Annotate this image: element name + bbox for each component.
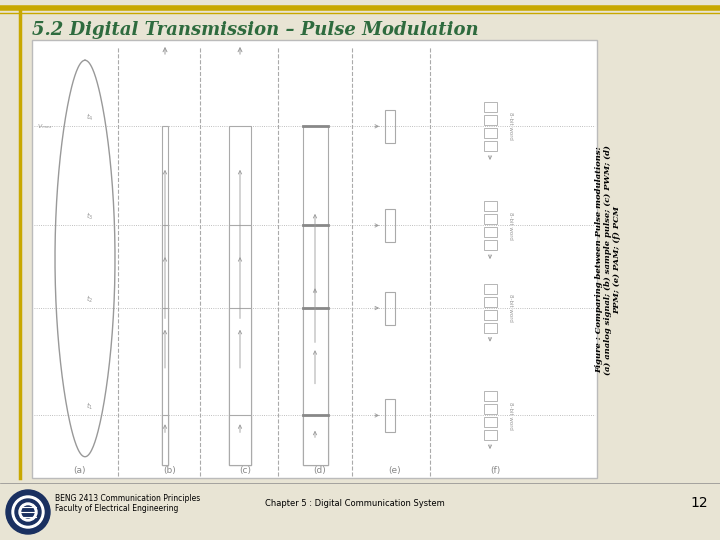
Text: (b): (b) — [163, 465, 176, 475]
Text: Chapter 5 : Digital Communication System: Chapter 5 : Digital Communication System — [265, 498, 445, 508]
Circle shape — [6, 490, 50, 534]
Circle shape — [22, 506, 34, 518]
Text: (d): (d) — [314, 465, 326, 475]
Text: 12: 12 — [690, 496, 708, 510]
Text: $t_3$: $t_3$ — [86, 211, 94, 222]
Text: Faculty of Electrical Engineering: Faculty of Electrical Engineering — [55, 504, 179, 513]
Bar — [484, 284, 497, 294]
Bar — [302, 126, 328, 465]
Text: (e): (e) — [389, 465, 401, 475]
Circle shape — [12, 496, 44, 528]
Bar — [302, 415, 328, 465]
Bar — [162, 226, 168, 465]
Bar — [484, 417, 497, 427]
Bar — [229, 415, 251, 465]
Bar — [162, 126, 168, 465]
Bar — [484, 214, 497, 224]
Bar — [484, 296, 497, 307]
Text: (a): (a) — [73, 465, 86, 475]
Text: 8-bit word: 8-bit word — [508, 112, 513, 140]
Bar — [484, 391, 497, 401]
Text: Figure : Comparing between Pulse modulations:
(a) analog signal; (b) sample puls: Figure : Comparing between Pulse modulat… — [595, 145, 621, 375]
Text: (c): (c) — [239, 465, 251, 475]
Bar — [484, 240, 497, 250]
Bar — [229, 308, 251, 465]
Bar — [162, 308, 168, 465]
Text: 5.2 Digital Transmission – Pulse Modulation: 5.2 Digital Transmission – Pulse Modulat… — [32, 21, 479, 39]
Bar — [484, 430, 497, 440]
Bar — [484, 227, 497, 237]
Bar — [385, 292, 395, 325]
Bar — [162, 415, 168, 465]
Bar — [302, 226, 328, 465]
Text: 8-bit word: 8-bit word — [508, 294, 513, 322]
Bar — [385, 110, 395, 143]
Bar — [229, 226, 251, 465]
Text: $t_4$: $t_4$ — [86, 112, 94, 123]
Bar — [32, 40, 597, 478]
Text: $V_{max}$: $V_{max}$ — [37, 122, 53, 131]
Bar — [484, 141, 497, 151]
Text: (f): (f) — [490, 465, 500, 475]
Circle shape — [15, 499, 41, 525]
Bar — [484, 404, 497, 414]
Text: $t_2$: $t_2$ — [86, 294, 94, 305]
Bar — [229, 126, 251, 465]
Text: BENG 2413 Communication Principles: BENG 2413 Communication Principles — [55, 494, 200, 503]
Text: 8-bit word: 8-bit word — [508, 212, 513, 239]
Bar — [385, 399, 395, 432]
Bar — [484, 322, 497, 333]
Bar — [484, 102, 497, 112]
Text: 8-bit word: 8-bit word — [508, 402, 513, 429]
Bar — [302, 308, 328, 465]
Bar — [484, 309, 497, 320]
Bar — [484, 128, 497, 138]
Circle shape — [19, 503, 37, 521]
Bar — [484, 115, 497, 125]
Text: $t_1$: $t_1$ — [86, 401, 94, 413]
Bar — [385, 209, 395, 242]
Bar — [484, 201, 497, 211]
